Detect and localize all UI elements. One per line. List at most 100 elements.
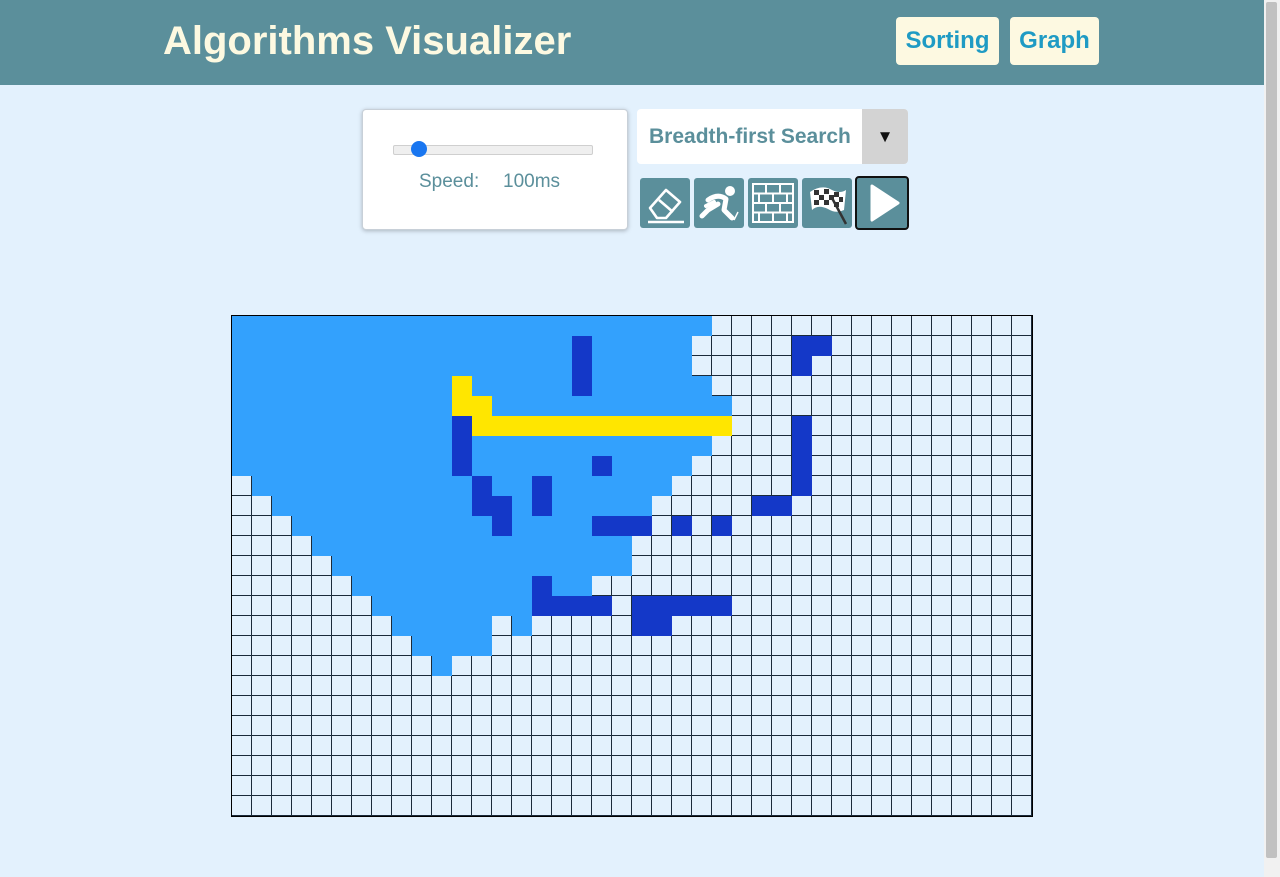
grid-cell[interactable] — [972, 716, 992, 736]
grid-cell[interactable] — [912, 756, 932, 776]
grid-cell[interactable] — [792, 316, 812, 336]
grid-cell[interactable] — [292, 776, 312, 796]
grid-cell[interactable] — [792, 776, 812, 796]
grid-cell[interactable] — [652, 576, 672, 596]
grid-cell[interactable] — [752, 476, 772, 496]
visited-cell[interactable] — [652, 396, 672, 416]
grid-cell[interactable] — [972, 436, 992, 456]
grid-cell[interactable] — [292, 796, 312, 816]
visited-cell[interactable] — [392, 516, 412, 536]
visited-cell[interactable] — [232, 376, 252, 396]
grid-cell[interactable] — [892, 356, 912, 376]
grid-cell[interactable] — [912, 616, 932, 636]
grid-cell[interactable] — [772, 676, 792, 696]
grid-cell[interactable] — [892, 676, 912, 696]
grid-cell[interactable] — [952, 476, 972, 496]
visited-cell[interactable] — [572, 476, 592, 496]
grid-cell[interactable] — [312, 636, 332, 656]
visited-cell[interactable] — [332, 476, 352, 496]
wall-cell[interactable] — [572, 356, 592, 376]
grid-cell[interactable] — [872, 476, 892, 496]
visited-cell[interactable] — [352, 456, 372, 476]
visited-cell[interactable] — [492, 316, 512, 336]
grid-cell[interactable] — [972, 696, 992, 716]
grid-cell[interactable] — [552, 636, 572, 656]
grid-cell[interactable] — [992, 336, 1012, 356]
grid-cell[interactable] — [1012, 616, 1032, 636]
grid-cell[interactable] — [732, 696, 752, 716]
grid-cell[interactable] — [392, 636, 412, 656]
grid-cell[interactable] — [772, 636, 792, 656]
grid-cell[interactable] — [492, 676, 512, 696]
visited-cell[interactable] — [452, 636, 472, 656]
grid-cell[interactable] — [732, 536, 752, 556]
grid-cell[interactable] — [572, 776, 592, 796]
visited-cell[interactable] — [532, 316, 552, 336]
grid-cell[interactable] — [452, 676, 472, 696]
speed-slider-thumb[interactable] — [410, 141, 427, 157]
visited-cell[interactable] — [332, 436, 352, 456]
grid-cell[interactable] — [952, 636, 972, 656]
visited-cell[interactable] — [232, 456, 252, 476]
visited-cell[interactable] — [312, 536, 332, 556]
grid-cell[interactable] — [912, 476, 932, 496]
grid-cell[interactable] — [852, 556, 872, 576]
grid-cell[interactable] — [292, 616, 312, 636]
grid-cell[interactable] — [512, 636, 532, 656]
grid-cell[interactable] — [992, 416, 1012, 436]
visited-cell[interactable] — [252, 476, 272, 496]
visited-cell[interactable] — [492, 556, 512, 576]
grid-cell[interactable] — [1012, 796, 1032, 816]
grid-cell[interactable] — [272, 516, 292, 536]
grid-cell[interactable] — [832, 496, 852, 516]
wall-cell[interactable] — [612, 516, 632, 536]
grid-cell[interactable] — [492, 716, 512, 736]
grid-cell[interactable] — [232, 576, 252, 596]
grid-cell[interactable] — [572, 796, 592, 816]
visited-cell[interactable] — [412, 316, 432, 336]
grid-cell[interactable] — [732, 556, 752, 576]
grid-cell[interactable] — [312, 736, 332, 756]
grid-cell[interactable] — [932, 496, 952, 516]
grid-cell[interactable] — [232, 796, 252, 816]
visited-cell[interactable] — [352, 316, 372, 336]
grid-cell[interactable] — [892, 656, 912, 676]
grid-cell[interactable] — [692, 636, 712, 656]
visited-cell[interactable] — [332, 376, 352, 396]
visited-cell[interactable] — [412, 516, 432, 536]
grid-cell[interactable] — [232, 716, 252, 736]
grid-cell[interactable] — [732, 716, 752, 736]
grid-cell[interactable] — [772, 576, 792, 596]
grid-cell[interactable] — [912, 796, 932, 816]
visited-cell[interactable] — [692, 376, 712, 396]
visited-cell[interactable] — [332, 496, 352, 516]
visited-cell[interactable] — [632, 316, 652, 336]
visited-cell[interactable] — [352, 536, 372, 556]
grid-cell[interactable] — [952, 716, 972, 736]
grid-cell[interactable] — [752, 736, 772, 756]
grid-cell[interactable] — [252, 556, 272, 576]
grid-cell[interactable] — [232, 556, 252, 576]
nav-graph-button[interactable]: Graph — [1010, 17, 1099, 65]
visited-cell[interactable] — [392, 556, 412, 576]
grid-cell[interactable] — [712, 576, 732, 596]
grid-cell[interactable] — [552, 716, 572, 736]
wall-cell[interactable] — [532, 496, 552, 516]
grid-cell[interactable] — [632, 776, 652, 796]
grid-cell[interactable] — [772, 416, 792, 436]
grid-cell[interactable] — [272, 556, 292, 576]
grid-cell[interactable] — [872, 636, 892, 656]
place-finish-button[interactable] — [802, 178, 852, 228]
grid-cell[interactable] — [652, 796, 672, 816]
grid-cell[interactable] — [932, 576, 952, 596]
visited-cell[interactable] — [552, 536, 572, 556]
visited-cell[interactable] — [252, 436, 272, 456]
visited-cell[interactable] — [592, 436, 612, 456]
grid-cell[interactable] — [752, 516, 772, 536]
grid-cell[interactable] — [952, 356, 972, 376]
wall-cell[interactable] — [452, 436, 472, 456]
grid-cell[interactable] — [872, 436, 892, 456]
grid-cell[interactable] — [972, 676, 992, 696]
grid-cell[interactable] — [912, 436, 932, 456]
grid-cell[interactable] — [572, 636, 592, 656]
